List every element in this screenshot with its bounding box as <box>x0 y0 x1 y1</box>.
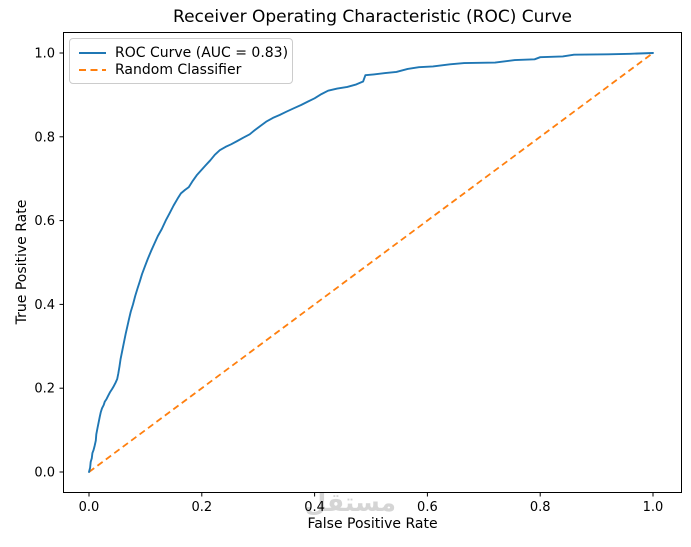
legend-label-roc: ROC Curve (AUC = 0.83) <box>115 44 289 61</box>
legend-label-random: Random Classifier <box>115 62 242 79</box>
random-line-sample-icon <box>79 69 106 72</box>
y-tick-label: 1.0 <box>34 47 55 62</box>
legend-entry-random: Random Classifier <box>79 62 284 80</box>
y-axis-ticks: 0.0 0.2 0.4 0.6 0.8 1.0 <box>34 47 64 481</box>
y-tick-label: 0.0 <box>34 466 55 481</box>
x-tick-label: 0.8 <box>530 500 551 515</box>
legend-entry-roc: ROC Curve (AUC = 0.83) <box>79 44 288 62</box>
y-tick-label: 0.2 <box>34 382 55 397</box>
roc-curve-line <box>88 52 654 473</box>
plot-area: 0.0 0.2 0.4 0.6 0.8 1.0 0.0 0.2 0.4 0.6 0.8 1.0 <box>34 32 682 515</box>
x-axis-label: False Positive Rate <box>307 516 438 532</box>
roc-line-sample-icon <box>79 51 106 54</box>
legend: ROC Curve (AUC = 0.83) Random Classifier <box>69 38 293 84</box>
x-tick-label: 0.2 <box>191 500 212 515</box>
x-tick-label: 0.4 <box>304 500 325 515</box>
x-tick-label: 0.0 <box>79 500 100 515</box>
random-classifier-line <box>88 52 654 473</box>
y-axis-label: True Positive Rate <box>14 199 30 325</box>
y-tick-label: 0.8 <box>34 130 55 145</box>
y-tick-label: 0.4 <box>34 298 55 313</box>
chart-title: Receiver Operating Characteristic (ROC) … <box>173 7 572 27</box>
x-tick-label: 0.6 <box>417 500 438 515</box>
x-axis-ticks: 0.0 0.2 0.4 0.6 0.8 1.0 <box>79 492 664 515</box>
x-tick-label: 1.0 <box>643 500 664 515</box>
y-tick-label: 0.6 <box>34 214 55 229</box>
axes-frame <box>63 32 682 493</box>
